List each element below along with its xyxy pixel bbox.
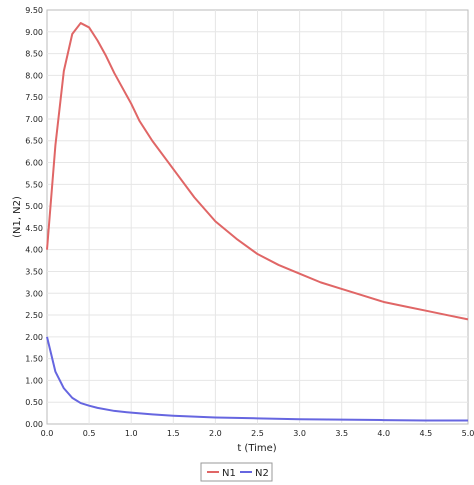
y-tick-label: 5.00 <box>25 202 43 211</box>
grid-lines <box>47 10 468 424</box>
series-line-n1 <box>46 22 469 321</box>
legend: N1 N2 <box>200 462 273 482</box>
y-tick-label: 3.50 <box>25 267 43 276</box>
legend-label-n1: N1 <box>222 468 236 479</box>
y-tick-label: 1.50 <box>25 355 43 364</box>
x-tick-label: 4.5 <box>420 429 433 438</box>
y-tick-label: 6.00 <box>25 159 43 168</box>
x-tick-label: 3.0 <box>293 429 306 438</box>
x-axis-title: t (Time) <box>237 443 276 454</box>
y-tick-label: 0.50 <box>25 398 43 407</box>
y-axis-ticks: 0.00 0.50 1.00 1.50 2.00 2.50 3.00 3.50 4.00 4.50… <box>25 6 43 429</box>
y-tick-label: 8.50 <box>25 50 43 59</box>
x-axis-ticks: 0.0 0.5 1.0 1.5 2.0 2.5 3.0 3.5 4.0 4.5 5.0 <box>41 429 474 438</box>
y-tick-label: 7.50 <box>25 93 43 102</box>
x-tick-label: 3.5 <box>335 429 348 438</box>
x-tick-label: 1.5 <box>167 429 180 438</box>
x-tick-label: 2.5 <box>251 429 264 438</box>
legend-box <box>200 462 273 482</box>
y-tick-label: 2.50 <box>25 311 43 320</box>
y-axis-title: (N1, N2) <box>12 196 23 238</box>
y-tick-label: 9.00 <box>25 28 43 37</box>
y-tick-label: 1.00 <box>25 376 43 385</box>
x-tick-label: 0.5 <box>83 429 96 438</box>
y-tick-label: 7.00 <box>25 115 43 124</box>
x-tick-label: 4.0 <box>377 429 390 438</box>
x-tick-label: 1.0 <box>125 429 138 438</box>
x-tick-label: 2.0 <box>209 429 222 438</box>
y-tick-label: 4.50 <box>25 224 43 233</box>
y-tick-label: 5.50 <box>25 180 43 189</box>
x-tick-label: 5.0 <box>462 429 474 438</box>
y-tick-label: 3.00 <box>25 289 43 298</box>
series-line-n2 <box>46 336 468 422</box>
y-tick-label: 8.00 <box>25 71 43 80</box>
y-tick-label: 6.50 <box>25 137 43 146</box>
y-tick-label: 2.00 <box>25 333 43 342</box>
y-tick-label: 4.00 <box>25 246 43 255</box>
legend-label-n2: N2 <box>255 468 269 479</box>
y-tick-label: 0.00 <box>25 420 43 429</box>
x-tick-label: 0.0 <box>41 429 54 438</box>
series-lines <box>46 22 469 422</box>
y-tick-label: 9.50 <box>25 6 43 15</box>
